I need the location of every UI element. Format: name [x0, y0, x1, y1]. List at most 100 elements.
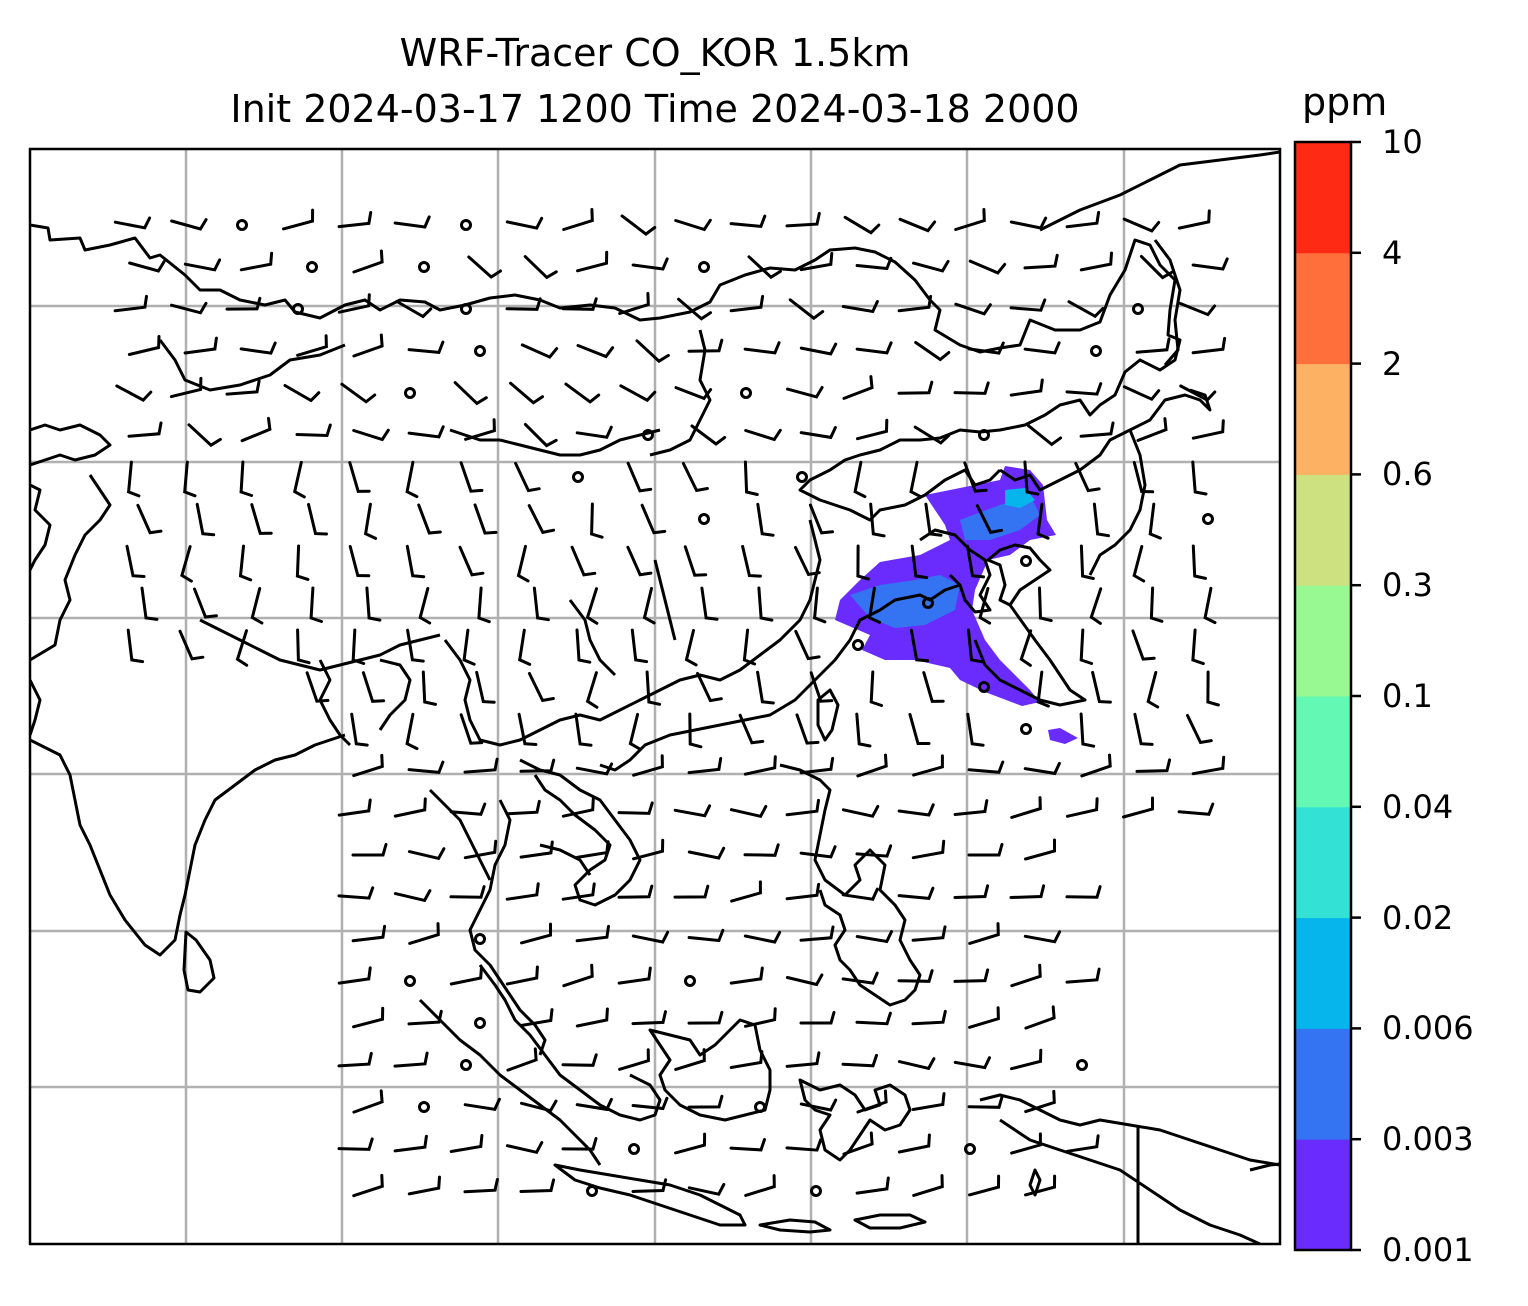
- colorbar-tick-label: 0.02: [1382, 898, 1454, 937]
- wind-barb: [459, 461, 484, 493]
- colorbar-segment: [1295, 474, 1351, 586]
- wind-barb: [1191, 460, 1208, 496]
- colorbar-tick-label: 0.6: [1382, 455, 1433, 494]
- colorbar-tick-label: 0.1: [1382, 677, 1433, 715]
- wind-barb: [585, 671, 599, 709]
- wind-barb: [1010, 796, 1042, 819]
- wind-barb: [127, 335, 161, 356]
- wind-barb: [1122, 217, 1161, 233]
- wind-barb: [1065, 967, 1101, 984]
- wind-barb: [843, 215, 881, 235]
- wind-calm-marker: [796, 471, 808, 483]
- wind-barb: [337, 211, 373, 229]
- wind-barb: [350, 712, 369, 747]
- wind-barb: [729, 966, 764, 985]
- wind-barb: [1067, 300, 1105, 319]
- wind-barb: [1132, 545, 1146, 583]
- wind-barb: [1010, 1132, 1042, 1155]
- wind-calm-marker: [684, 975, 696, 987]
- wind-barb: [674, 218, 712, 232]
- wind-barb: [869, 670, 884, 707]
- wind-barb: [407, 425, 445, 439]
- wind-barb: [968, 259, 1007, 275]
- wind-barb: [1009, 216, 1048, 230]
- wind-barb: [687, 338, 724, 353]
- wind-barb: [352, 333, 384, 358]
- wind-barb: [1023, 460, 1040, 496]
- gridlines: [30, 149, 1280, 1244]
- colorbar-tick-label: 0.001: [1382, 1231, 1474, 1269]
- wind-barb: [619, 384, 657, 403]
- wind-barb: [393, 797, 427, 818]
- wind-barb: [1131, 629, 1156, 661]
- colorbar: [1295, 140, 1361, 1252]
- wind-barb: [405, 712, 419, 751]
- wind-barb: [178, 629, 205, 661]
- wind-barb: [519, 1178, 556, 1193]
- wind-barb: [1203, 586, 1217, 625]
- wind-barb: [812, 586, 827, 624]
- wind-barb: [632, 754, 664, 777]
- wind-barb: [1089, 587, 1103, 625]
- wind-calm-marker: [698, 513, 710, 525]
- colorbar-segment: [1295, 917, 1351, 1029]
- wind-barb: [407, 340, 445, 354]
- wind-barb: [968, 922, 1000, 945]
- wind-barb: [953, 381, 990, 395]
- colorbar-tick-label: 0.003: [1382, 1120, 1474, 1159]
- wind-calm-marker: [922, 597, 934, 609]
- wind-barb: [743, 1007, 777, 1028]
- wind-barb: [630, 628, 649, 664]
- wind-barb: [1146, 671, 1160, 709]
- wind-barb: [687, 846, 726, 860]
- wind-barb: [527, 672, 555, 703]
- wind-barb: [505, 965, 539, 986]
- wind-barb: [575, 924, 610, 943]
- wind-calm-marker: [1076, 1059, 1088, 1071]
- wind-barb: [140, 586, 159, 621]
- wind-barb: [407, 847, 446, 861]
- chart-title-line2: Init 2024-03-17 1200 Time 2024-03-18 200…: [230, 87, 1080, 131]
- wind-barb: [348, 461, 371, 493]
- wind-barb: [909, 628, 930, 663]
- wind-barb: [351, 924, 387, 943]
- wind-calm-marker: [460, 219, 472, 231]
- wind-barb: [954, 208, 986, 231]
- wind-barb: [963, 461, 988, 493]
- wind-barb: [1010, 963, 1042, 988]
- wind-barb: [585, 587, 599, 625]
- wind-barb: [856, 1089, 888, 1114]
- wind-barb: [967, 842, 1004, 857]
- wind-barb: [1191, 419, 1225, 440]
- wind-calm-marker: [740, 387, 752, 399]
- wind-barb: [1135, 758, 1172, 773]
- wind-calm-marker: [404, 975, 416, 987]
- wind-barb: [626, 545, 653, 577]
- wind-barb: [1065, 797, 1099, 818]
- wind-barb: [453, 381, 488, 406]
- wind-barb: [742, 628, 757, 666]
- wind-barb: [687, 928, 725, 943]
- wind-barb: [1079, 544, 1095, 580]
- wind-barb: [516, 544, 530, 583]
- colorbar-tick-label: 0.3: [1382, 566, 1433, 605]
- wind-calm-marker: [292, 303, 304, 315]
- wind-barb: [238, 544, 253, 582]
- wind-calm-marker: [1132, 303, 1144, 315]
- wind-barb: [912, 259, 950, 273]
- wind-calm-marker: [1020, 723, 1032, 735]
- wind-barb: [799, 925, 835, 942]
- wind-barb: [183, 460, 197, 498]
- wind-barb: [1010, 1048, 1043, 1071]
- wind-barb: [520, 343, 559, 359]
- wind-barb: [561, 882, 596, 901]
- wind-barb: [115, 384, 153, 402]
- wind-barbs: [113, 208, 1229, 1198]
- wind-barb: [296, 334, 328, 357]
- wind-barb: [1191, 755, 1226, 776]
- wind-barb: [799, 1098, 838, 1112]
- wind-calm-marker: [418, 1101, 430, 1113]
- wind-calm-marker: [1202, 513, 1214, 525]
- wind-barb: [449, 885, 486, 899]
